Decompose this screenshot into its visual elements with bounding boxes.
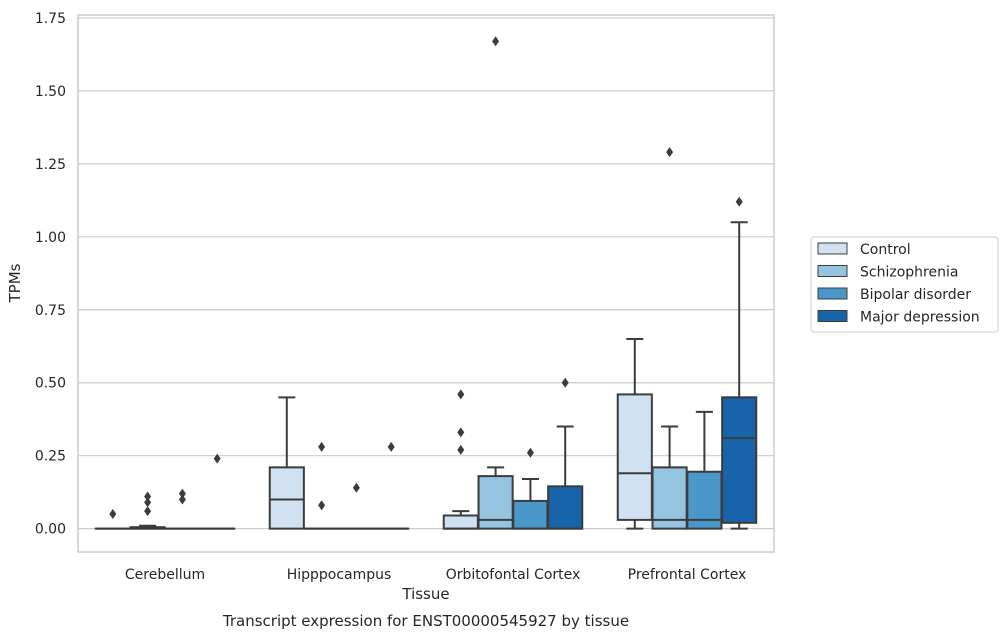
y-tick-label: 1.50: [35, 84, 66, 100]
box-bipolar-disorder: [164, 488, 201, 530]
outlier-point: [318, 441, 326, 452]
y-axis-label: TPMs: [6, 263, 24, 303]
outlier-point: [526, 447, 534, 458]
outlier-point: [144, 506, 152, 517]
y-tick-label: 0.75: [35, 303, 66, 319]
outlier-point: [492, 36, 500, 47]
box-control: [616, 337, 653, 530]
box-major-depression: [547, 377, 584, 530]
box-body: [547, 485, 584, 530]
y-tick-label: 0.00: [35, 522, 66, 538]
x-tick-label: Prefrontal Cortex: [628, 567, 747, 583]
outlier-point: [213, 453, 221, 464]
box-major-depression: [721, 196, 758, 530]
legend-swatch: [817, 265, 848, 277]
box-body: [442, 514, 479, 530]
outlier-point: [144, 491, 152, 502]
outlier-point: [457, 427, 465, 438]
x-tick-labels: Cerebellum Hipppocampus Orbitofontal Corte…: [125, 567, 746, 583]
box-body: [616, 393, 653, 521]
x-tick-label: Orbitofontal Cortex: [446, 567, 581, 583]
outlier-point: [666, 147, 674, 158]
outlier-point: [352, 482, 360, 493]
y-tick-label: 0.50: [35, 376, 66, 392]
legend-label: Bipolar disorder: [860, 287, 971, 303]
box-major-depression: [199, 453, 236, 530]
y-tick-label: 1.25: [35, 157, 66, 173]
y-tick-label: 1.75: [35, 11, 66, 27]
outlier-point: [144, 497, 152, 508]
outlier-point: [457, 389, 465, 400]
x-axis-label: Tissue: [401, 585, 449, 603]
chart-caption: Transcript expression for ENST0000054592…: [222, 612, 629, 630]
box-major-depression: [373, 441, 410, 530]
box-series: [94, 36, 758, 530]
plot-area-background: [78, 15, 774, 552]
legend-label: Major depression: [860, 310, 980, 326]
legend-label: Control: [860, 242, 911, 258]
outlier-point: [178, 494, 186, 505]
y-tick-label: 1.00: [35, 230, 66, 246]
outlier-point: [561, 377, 569, 388]
outlier-point: [109, 509, 117, 520]
outlier-point: [457, 444, 465, 455]
legend-swatch: [817, 287, 848, 300]
box-body: [721, 396, 758, 524]
legend-swatch: [817, 242, 848, 255]
x-tick-label: Cerebellum: [125, 567, 205, 583]
outlier-point: [178, 488, 186, 499]
box-body: [512, 499, 549, 530]
x-tick-label: Hipppocampus: [287, 567, 392, 583]
outlier-point: [318, 500, 326, 511]
box-control: [268, 396, 305, 530]
y-tick-label: 0.25: [35, 449, 66, 465]
legend-frame: [810, 236, 999, 333]
box-schizophrenia: [651, 147, 688, 530]
box-bipolar-disorder: [686, 410, 723, 530]
box-control: [442, 389, 479, 530]
plot-frame: [77, 14, 775, 553]
y-tick-labels: 0.00 0.25 0.50 0.75 1.00 1.25 1.50 1.75: [35, 11, 66, 538]
legend: Control Schizophrenia Bipolar disorder Majo…: [810, 236, 999, 333]
box-bipolar-disorder: [512, 447, 549, 530]
box-body: [268, 466, 305, 530]
legend-swatch: [817, 310, 848, 322]
outlier-point: [735, 196, 743, 207]
legend-label: Schizophrenia: [860, 265, 958, 281]
outlier-point: [387, 441, 395, 452]
